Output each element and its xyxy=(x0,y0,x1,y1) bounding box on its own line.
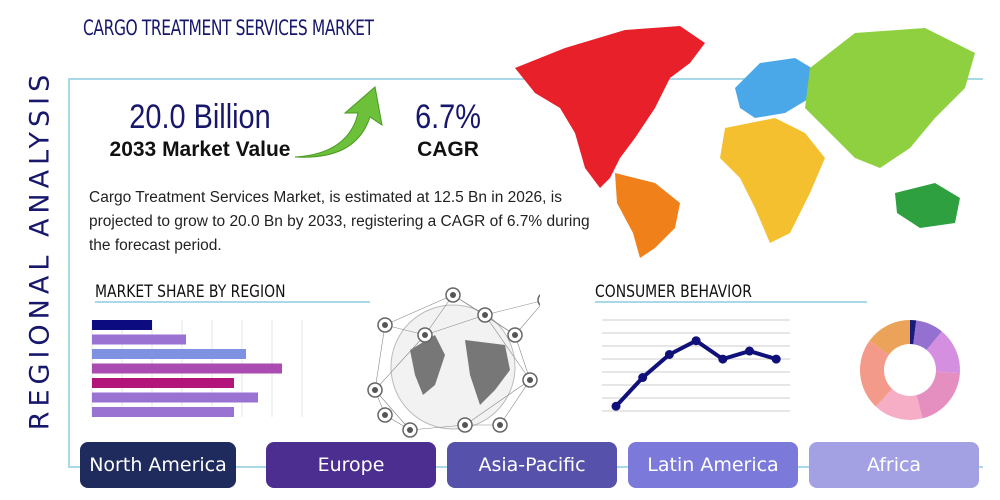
consumer-behavior-heading: CONSUMER BEHAVIOR xyxy=(595,282,752,302)
market-description: Cargo Treatment Services Market, is esti… xyxy=(89,189,590,254)
user-icon xyxy=(482,312,488,318)
user-icon xyxy=(450,292,456,298)
donut-slice xyxy=(916,371,960,419)
network-link xyxy=(374,324,386,391)
cagr-value: 6.7% xyxy=(415,98,481,136)
donut-slice xyxy=(875,388,923,420)
side-label: REGIONAL ANALYSIS xyxy=(24,69,56,431)
growth-arrow-icon xyxy=(294,86,383,158)
network-link xyxy=(409,424,466,431)
map-north-america xyxy=(515,26,705,188)
network-link xyxy=(374,334,426,391)
user-icon xyxy=(422,332,428,338)
user-icon xyxy=(512,332,518,338)
donut-slice xyxy=(926,331,960,374)
network-link xyxy=(484,300,540,316)
region-europe-button[interactable]: Europe xyxy=(266,442,436,488)
consumer-line-chart xyxy=(602,319,790,412)
bar xyxy=(92,392,258,403)
cagr-label: CAGR xyxy=(417,138,479,161)
donut-slice xyxy=(860,340,893,407)
consumer-donut-chart xyxy=(860,320,960,420)
donut-slice xyxy=(913,320,942,350)
world-map xyxy=(515,26,975,258)
market-share-bars xyxy=(91,320,303,417)
region-asia-pacific-button[interactable]: Asia-Pacific xyxy=(447,442,617,488)
data-point xyxy=(771,354,781,364)
region-africa-button[interactable]: Africa xyxy=(809,442,979,488)
globe-land xyxy=(410,335,445,395)
bar xyxy=(92,363,282,374)
bar xyxy=(92,378,234,388)
region-north-america-button[interactable]: North America xyxy=(80,442,236,488)
data-point xyxy=(745,346,754,356)
map-south-america xyxy=(615,173,680,258)
market-share-heading: MARKET SHARE BY REGION xyxy=(95,282,286,302)
network-link xyxy=(514,334,531,381)
data-point xyxy=(638,373,648,382)
data-point xyxy=(691,336,701,346)
network-link xyxy=(374,389,411,431)
map-africa xyxy=(720,118,825,243)
network-link xyxy=(464,379,531,426)
globe-network-icon xyxy=(367,287,540,438)
user-icon xyxy=(527,377,533,383)
page-title: CARGO TREATMENT SERVICES MARKET xyxy=(83,16,374,40)
network-link xyxy=(499,379,531,426)
user-icon xyxy=(497,422,503,428)
map-asia xyxy=(805,28,975,168)
region-latin-america-button[interactable]: Latin America xyxy=(628,442,798,488)
user-icon xyxy=(382,412,388,418)
globe-land xyxy=(465,340,510,405)
data-point xyxy=(664,350,674,359)
bar xyxy=(92,407,234,417)
map-oceania xyxy=(895,183,960,228)
divider xyxy=(95,301,370,303)
network-link xyxy=(424,314,486,336)
network-link xyxy=(424,294,454,336)
market-value: 20.0 Billion xyxy=(129,98,271,136)
network-link xyxy=(384,294,454,326)
data-point xyxy=(611,401,621,411)
bar xyxy=(92,334,186,345)
bar xyxy=(92,320,152,330)
market-value-label: 2033 Market Value xyxy=(109,138,291,161)
donut-slice xyxy=(869,320,910,355)
user-icon xyxy=(407,427,413,433)
map-europe xyxy=(735,58,820,118)
divider xyxy=(595,301,867,303)
user-icon xyxy=(382,322,388,328)
network-link xyxy=(484,314,531,381)
data-point xyxy=(718,354,728,364)
user-icon xyxy=(372,387,378,393)
donut-slice xyxy=(910,320,917,345)
user-icon xyxy=(462,422,468,428)
bar xyxy=(92,349,246,359)
network-node-icon xyxy=(537,294,540,306)
